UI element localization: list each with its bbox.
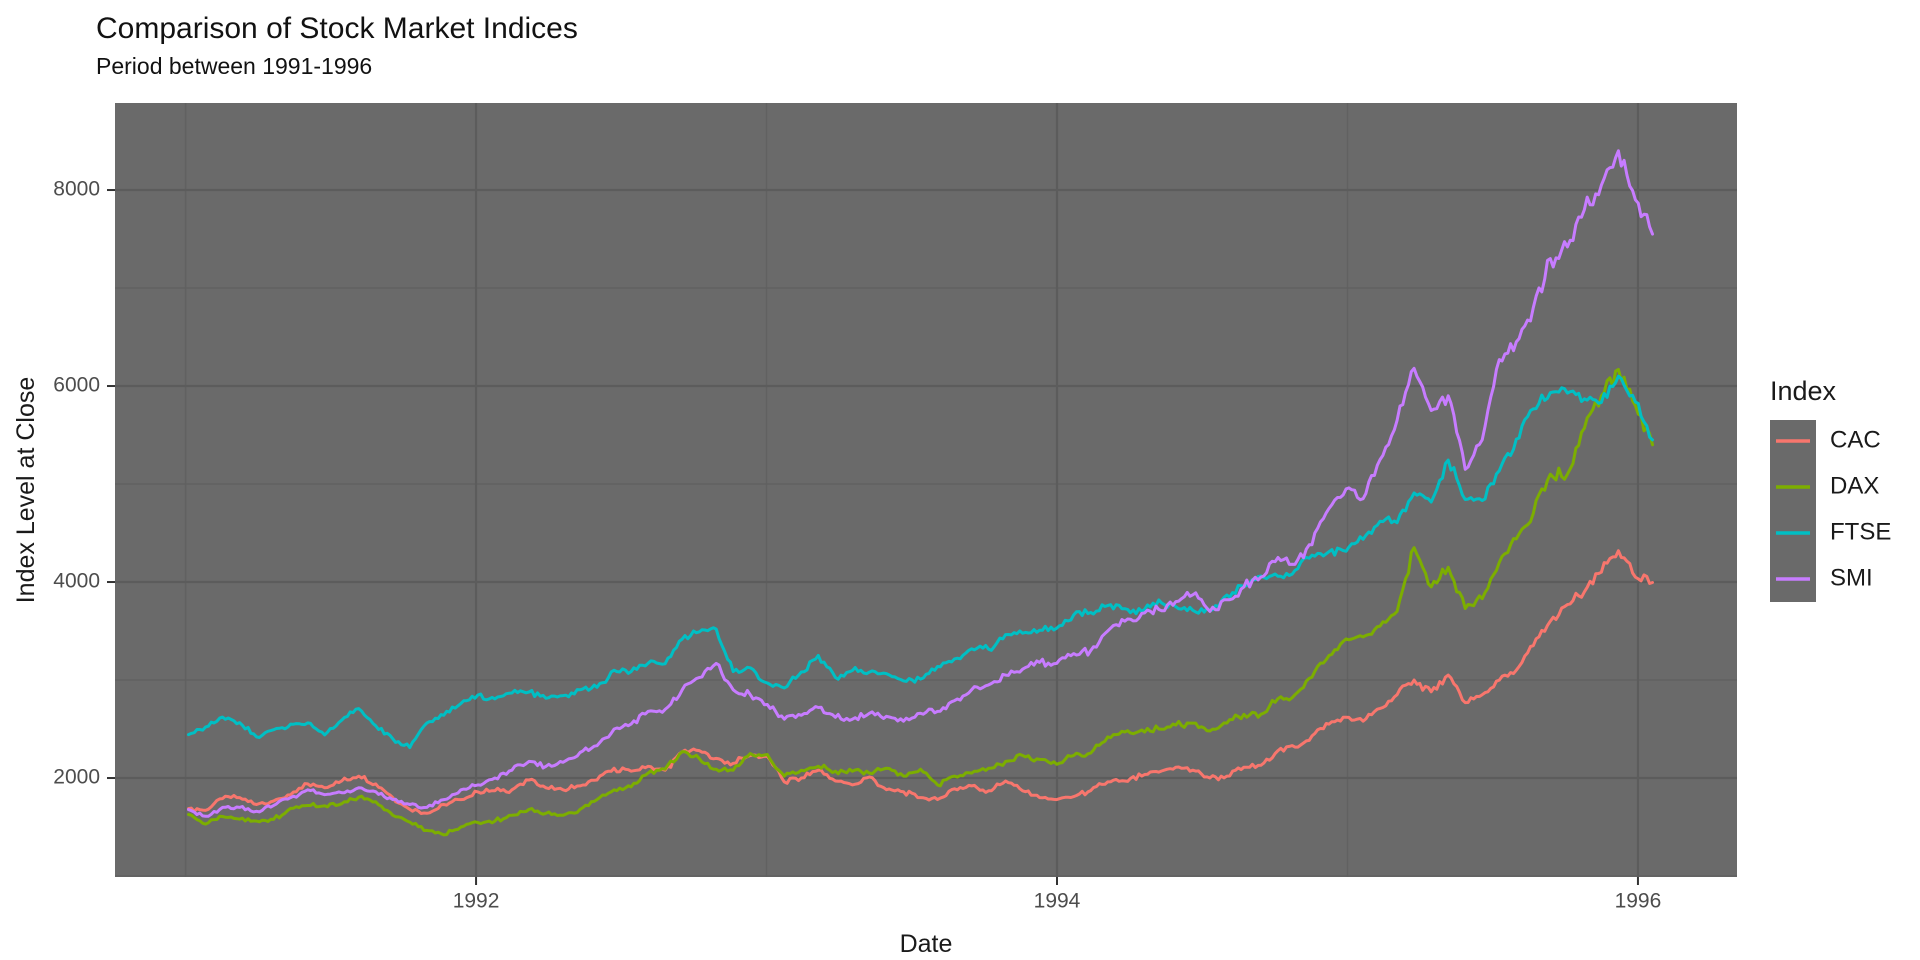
x-axis-label: Date — [900, 930, 953, 958]
series-line-smi — [187, 149, 1654, 818]
y-tick-label: 6000 — [53, 374, 100, 397]
plot-panel — [115, 103, 1737, 877]
legend-item-smi: SMI — [1776, 564, 1873, 591]
legend-key-strip — [1770, 420, 1816, 602]
y-tick-label: 2000 — [53, 766, 100, 789]
x-tick-label: 1992 — [453, 889, 500, 912]
legend-label-smi: SMI — [1830, 564, 1873, 591]
axis-ticks — [107, 189, 1639, 885]
legend-item-cac: CAC — [1776, 426, 1881, 453]
legend-label-dax: DAX — [1830, 472, 1879, 499]
legend-item-ftse: FTSE — [1776, 518, 1891, 545]
x-tick-label: 1994 — [1034, 889, 1081, 912]
axis-tick-labels: 1992 1994 1996 2000 4000 6000 8000 — [53, 178, 1661, 913]
series-lines — [187, 149, 1654, 837]
y-tick-label: 8000 — [53, 178, 100, 201]
y-tick-label: 4000 — [53, 570, 100, 593]
legend: Index CAC DAX FTSE SMI — [1770, 376, 1891, 602]
chart-subtitle: Period between 1991-1996 — [96, 53, 373, 79]
legend-title: Index — [1770, 376, 1837, 406]
legend-label-cac: CAC — [1830, 426, 1881, 453]
y-axis-label: Index Level at Close — [12, 377, 40, 604]
series-line-dax — [187, 367, 1654, 837]
series-line-ftse — [187, 374, 1654, 750]
legend-label-ftse: FTSE — [1830, 518, 1891, 545]
chart-title: Comparison of Stock Market Indices — [96, 12, 578, 45]
gridlines-major — [115, 103, 1737, 877]
legend-item-dax: DAX — [1776, 472, 1879, 499]
series-line-cac — [187, 549, 1654, 815]
x-tick-label: 1996 — [1615, 889, 1662, 912]
